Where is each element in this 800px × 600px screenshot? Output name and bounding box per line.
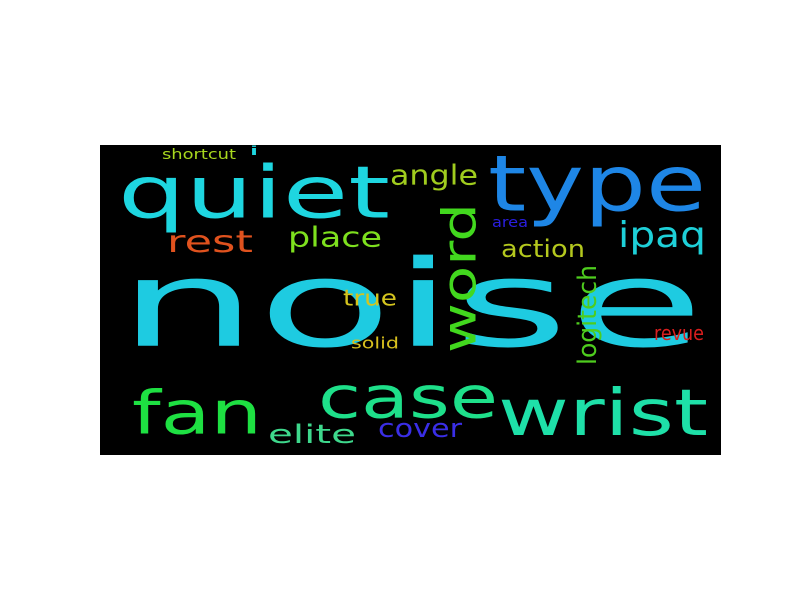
- word-word: word: [432, 203, 487, 353]
- word-area: area: [492, 213, 528, 231]
- word-cover: cover: [378, 412, 462, 444]
- word-angle: angle: [390, 158, 478, 192]
- word-noise: noise: [118, 234, 704, 375]
- word-revue: revue: [654, 321, 704, 345]
- word-logitech: logitech: [571, 265, 603, 365]
- word-fan: fan: [132, 377, 262, 448]
- word-ipaq: ipaq: [618, 213, 706, 256]
- word-action: action: [501, 234, 585, 263]
- word-wrist: wrist: [498, 375, 708, 451]
- word-type: type: [488, 145, 706, 230]
- word-quiet: quiet: [118, 150, 390, 235]
- word-shortcut: shortcut: [162, 145, 236, 163]
- word-rest: rest: [167, 224, 253, 260]
- word-cloud: noise type quiet wrist fan case word res…: [100, 145, 721, 455]
- word-true: true: [343, 285, 397, 311]
- word-case: case: [318, 363, 498, 432]
- word-i: i: [248, 145, 260, 158]
- word-elite: elite: [268, 418, 356, 450]
- word-place: place: [288, 220, 382, 254]
- word-solid: solid: [351, 333, 399, 353]
